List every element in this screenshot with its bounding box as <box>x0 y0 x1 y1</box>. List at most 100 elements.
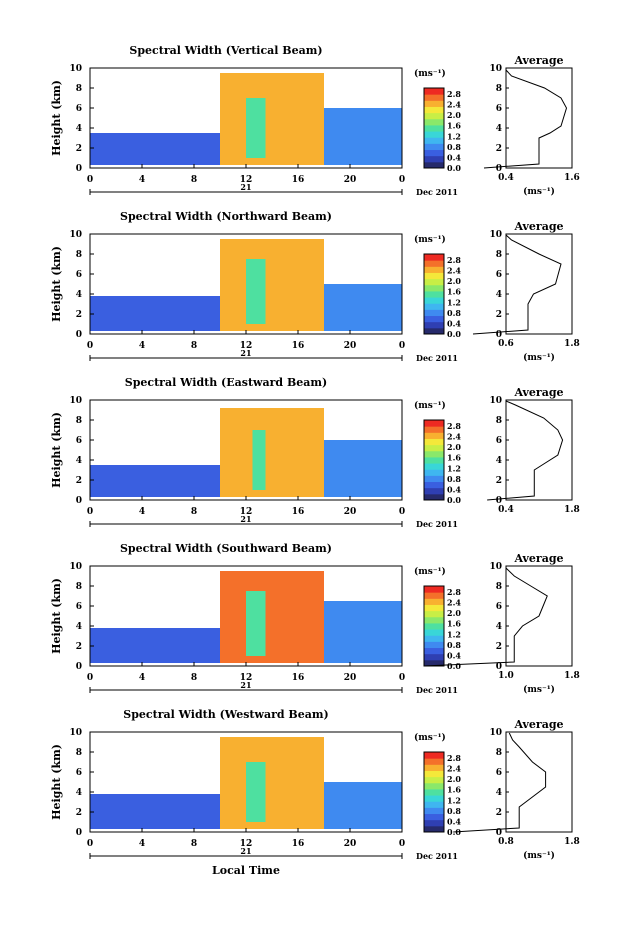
x-tick-label: 16 <box>292 673 305 683</box>
colorbar-swatch <box>424 426 444 433</box>
y-tick-label: 2 <box>76 808 82 818</box>
x-tick-label: 4 <box>139 673 145 683</box>
heatmap-cell <box>246 259 266 324</box>
colorbar-tick-label: 2.8 <box>447 753 461 763</box>
heatmap-cell <box>324 601 402 663</box>
colorbar-swatch <box>424 776 444 784</box>
x-tick-label: 20 <box>344 507 357 517</box>
y-tick-label: 0 <box>76 662 82 672</box>
colorbar-unit: (ms⁻¹) <box>414 732 446 743</box>
average-y-tick-label: 10 <box>489 230 502 240</box>
date-label: Dec 2011 <box>416 187 458 197</box>
panel-title: Spectral Width (Southward Beam) <box>120 542 332 555</box>
x-tick-label: 0 <box>87 673 93 683</box>
colorbar-tick-label: 1.6 <box>447 619 461 629</box>
panel-title: Spectral Width (Westward Beam) <box>123 708 328 721</box>
colorbar-tick-label: 0.4 <box>447 650 461 660</box>
average-y-tick-label: 4 <box>496 456 502 466</box>
colorbar-tick-label: 2.0 <box>447 110 461 120</box>
y-tick-label: 8 <box>76 748 82 758</box>
y-tick-label: 4 <box>76 456 82 466</box>
colorbar-frame <box>423 419 445 501</box>
average-x-tick-label: 1.0 <box>498 671 514 681</box>
x-tick-label: 8 <box>191 839 197 849</box>
average-profile-line <box>453 732 547 833</box>
average-profile-line <box>483 69 568 169</box>
y-tick-label: 8 <box>76 250 82 260</box>
average-x-axis-label: (ms⁻¹) <box>523 186 555 197</box>
colorbar-tick-label: 2.0 <box>447 442 461 452</box>
x-tick-label: 0 <box>399 839 405 849</box>
y-tick-label: 10 <box>69 562 82 572</box>
average-y-tick-label: 10 <box>489 562 502 572</box>
colorbar-swatch <box>424 795 444 802</box>
average-y-tick-label: 4 <box>496 788 502 798</box>
colorbar-tick-label: 1.2 <box>447 297 461 307</box>
day-label: 21 <box>240 514 251 524</box>
date-label: Dec 2011 <box>416 353 458 363</box>
average-y-tick-label: 0 <box>496 330 502 340</box>
colorbar-swatch <box>424 629 444 636</box>
average-x-tick-label: 1.8 <box>564 505 580 515</box>
average-y-tick-label: 10 <box>489 396 502 406</box>
average-profile-line <box>472 234 562 335</box>
colorbar-frame <box>423 253 445 335</box>
colorbar-tick-label: 2.8 <box>447 89 461 99</box>
y-tick-label: 0 <box>76 828 82 838</box>
colorbar-tick-label: 0.8 <box>447 142 461 152</box>
colorbar-swatch <box>424 420 444 427</box>
colorbar-swatch <box>424 161 444 169</box>
y-tick-label: 6 <box>76 768 82 778</box>
average-y-tick-label: 10 <box>489 728 502 738</box>
average-frame <box>505 67 573 169</box>
x-tick-label: 16 <box>292 839 305 849</box>
x-tick-label: 0 <box>87 839 93 849</box>
average-y-tick-label: 6 <box>496 270 502 280</box>
average-x-tick-label: 0.4 <box>498 505 514 515</box>
y-tick-label: 4 <box>76 124 82 134</box>
colorbar-swatch <box>424 598 444 605</box>
colorbar-tick-label: 0.4 <box>447 816 461 826</box>
colorbar-swatch <box>424 659 444 667</box>
y-tick-label: 6 <box>76 104 82 114</box>
colorbar-swatch <box>424 653 444 661</box>
colorbar-swatch <box>424 94 444 101</box>
colorbar-swatch <box>424 327 444 335</box>
y-tick-label: 0 <box>76 164 82 174</box>
colorbar-unit: (ms⁻¹) <box>414 566 446 577</box>
colorbar-swatch <box>424 487 444 495</box>
colorbar-tick-label: 1.6 <box>447 785 461 795</box>
average-title: Average <box>513 54 563 67</box>
colorbar-swatch <box>424 764 444 771</box>
panel-title: Spectral Width (Northward Beam) <box>120 210 332 223</box>
y-tick-label: 0 <box>76 496 82 506</box>
colorbar-tick-label: 2.4 <box>447 598 461 608</box>
panel-1: Spectral Width (Vertical Beam) 0 2 4 6 8 10 Hei… <box>50 44 580 197</box>
average-y-tick-label: 2 <box>496 642 502 652</box>
x-tick-label: 20 <box>344 175 357 185</box>
colorbar-swatch <box>424 641 444 649</box>
colorbar-tick-label: 0.4 <box>447 318 461 328</box>
colorbar-swatch <box>424 260 444 267</box>
colorbar-tick-label: 1.2 <box>447 629 461 639</box>
y-tick-label: 10 <box>69 230 82 240</box>
colorbar-swatch <box>424 100 444 107</box>
average-x-axis-label: (ms⁻¹) <box>523 684 555 695</box>
average-y-tick-label: 8 <box>496 582 502 592</box>
heatmap-cell <box>220 408 324 497</box>
day-label: 21 <box>240 182 251 192</box>
colorbar-tick-label: 1.2 <box>447 463 461 473</box>
colorbar-tick-label: 2.4 <box>447 764 461 774</box>
colorbar-swatch <box>424 782 444 790</box>
average-profile-line <box>423 567 548 667</box>
colorbar-swatch <box>424 309 444 317</box>
colorbar-swatch <box>424 616 444 624</box>
x-tick-label: 0 <box>399 673 405 683</box>
x-tick-label: 20 <box>344 673 357 683</box>
day-label: 21 <box>240 348 251 358</box>
average-frame <box>505 731 573 833</box>
average-x-tick-label: 1.8 <box>564 339 580 349</box>
colorbar-swatch <box>424 801 444 808</box>
